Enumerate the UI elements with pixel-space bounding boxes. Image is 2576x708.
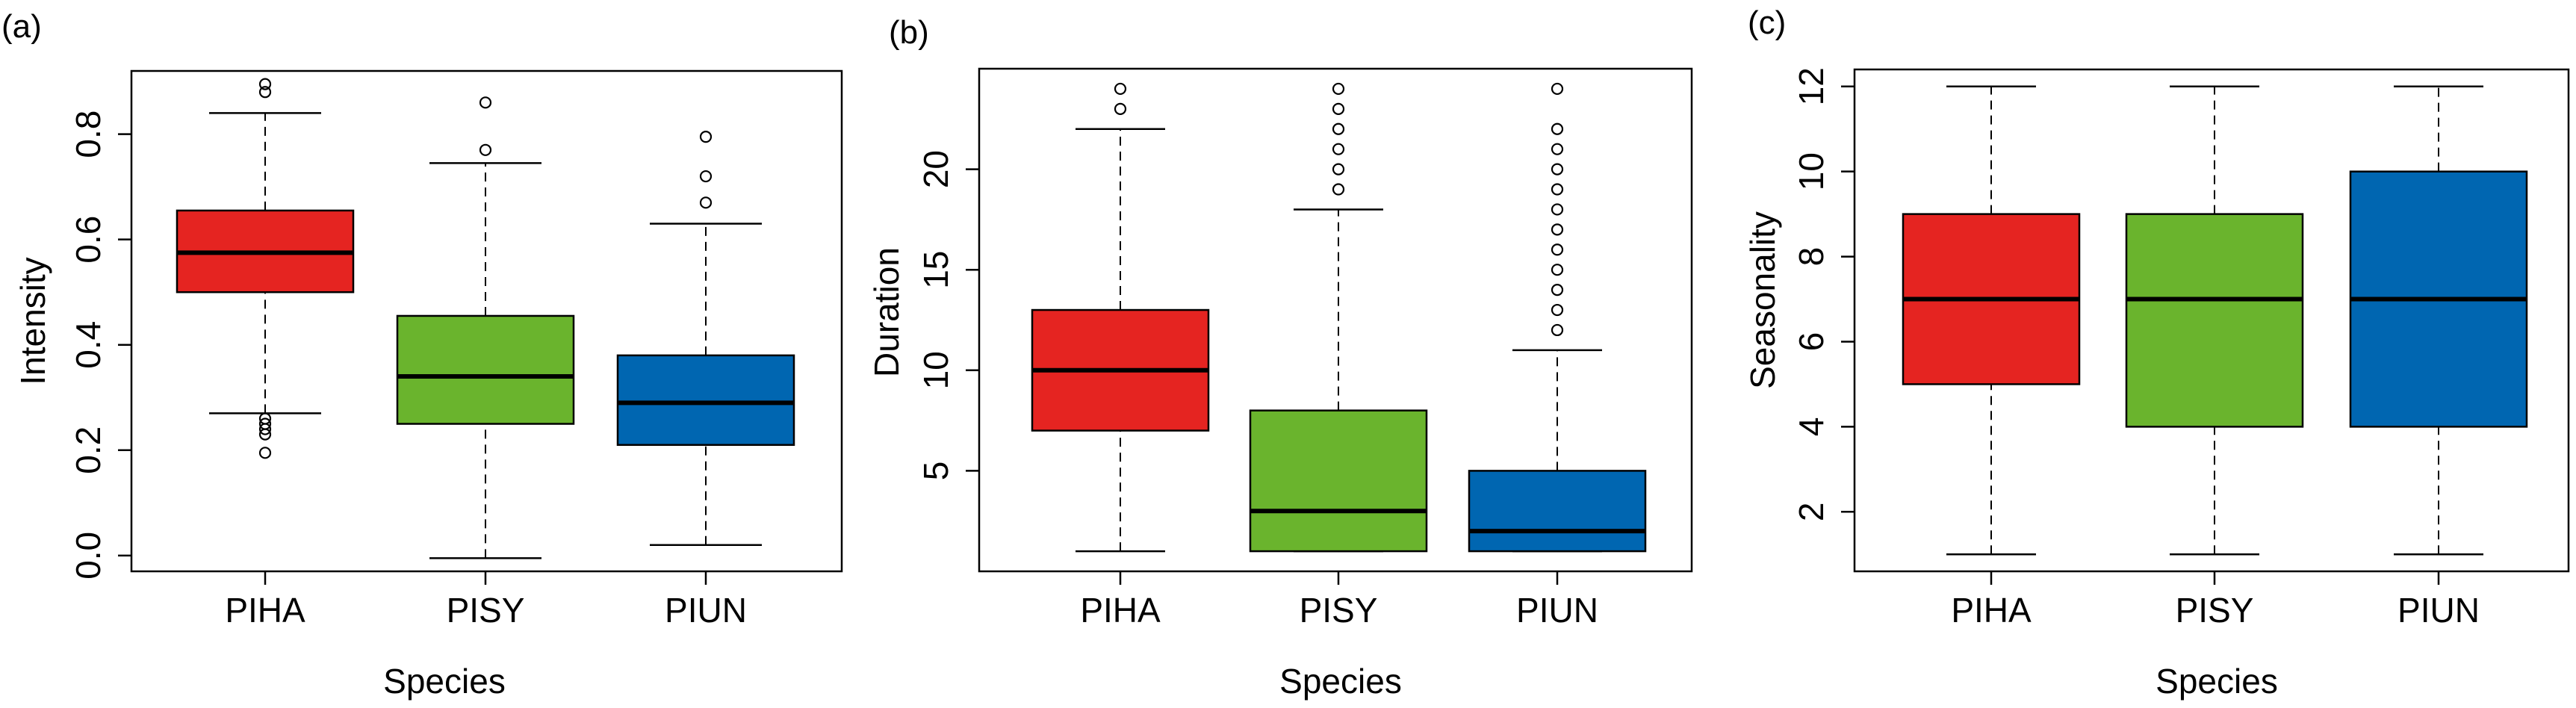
panel-a-outlier-piha xyxy=(258,78,272,90)
panel-c-y-tick-label: 8 xyxy=(1792,247,1831,267)
panel-c-y-tick-label: 6 xyxy=(1792,332,1831,352)
panel-b-outlier-pisy xyxy=(1332,183,1345,196)
panel-b-outlier-pisy xyxy=(1332,143,1345,155)
panel-b-outlier-pisy xyxy=(1332,82,1345,96)
panel-a-y-tick-label: 0.8 xyxy=(69,111,108,158)
panel-b-outlier-piun xyxy=(1551,143,1564,155)
panel-a-y-axis-title: Intensity xyxy=(13,257,52,385)
panel-a-plot-frame xyxy=(130,69,843,573)
panel-b-y-tick-label: 10 xyxy=(916,351,955,389)
panel-b-outlier-piha xyxy=(1114,102,1127,115)
panel-a-label: (a) xyxy=(1,8,42,45)
panel-a-y-tick-label: 0.0 xyxy=(69,532,108,580)
panel-a-box-pisy xyxy=(396,314,575,425)
panel-a-intensity: (a) Species Intensity 0.0 0.2 0.4 0.6 0.8 PIH… xyxy=(1,8,843,701)
panel-c-y-tick-label: 2 xyxy=(1792,502,1831,521)
panel-a-x-tick-label-pisy: PISY xyxy=(447,591,525,630)
panel-c-y-axis-title: Seasonality xyxy=(1743,211,1782,389)
panel-a-outlier-piha xyxy=(258,447,272,459)
panel-c-x-tick-label-piha: PIHA xyxy=(1951,591,2032,630)
panel-c-label: (c) xyxy=(1748,4,1786,41)
panel-b-box-pisy xyxy=(1249,409,1428,553)
panel-b-x-tick-label-pisy: PISY xyxy=(1300,591,1378,630)
panel-b-outlier-piun xyxy=(1551,303,1564,317)
panel-a-x-tick-label-piha: PIHA xyxy=(225,591,305,630)
panel-c-x-tick-label-pisy: PISY xyxy=(2176,591,2254,630)
panel-b-x-tick-label-piun: PIUN xyxy=(1516,591,1598,630)
panel-b-duration: (b) Species Duration 5 10 15 20 PIHA PISY PIUN xyxy=(867,14,1693,701)
panel-a-y-tick-label: 0.4 xyxy=(69,321,108,369)
panel-b-x-tick-label-piha: PIHA xyxy=(1080,591,1161,630)
panel-a-outlier-pisy xyxy=(479,96,492,109)
panel-b-outlier-piun xyxy=(1551,203,1564,216)
panel-b-outlier-piun xyxy=(1551,323,1564,337)
panel-b-outlier-piun xyxy=(1551,223,1564,236)
panel-b-outlier-pisy xyxy=(1332,122,1345,135)
panel-a-outlier-piha xyxy=(258,428,272,441)
panel-a-outlier-piun xyxy=(699,170,713,183)
panel-b-outlier-pisy xyxy=(1332,163,1345,176)
panel-c-y-tick-label: 10 xyxy=(1792,152,1831,190)
panel-b-outlier-piun xyxy=(1551,122,1564,135)
panel-c-x-tick-label-piun: PIUN xyxy=(2397,591,2480,630)
panel-b-box-piun xyxy=(1468,470,1647,553)
panel-c-plot-frame xyxy=(1853,68,2570,573)
panel-b-outlier-piun xyxy=(1551,264,1564,276)
panel-b-plot-frame xyxy=(978,67,1693,573)
panel-c-seasonality: (c) Species Seasonality 2 4 6 8 10 12 PIHA PISY… xyxy=(1743,4,2570,701)
panel-c-y-tick-label: 4 xyxy=(1792,417,1831,437)
panel-b-y-tick-label: 15 xyxy=(916,251,955,289)
panel-c-y-tick-label: 12 xyxy=(1792,67,1831,105)
panel-b-outlier-piun xyxy=(1551,183,1564,196)
panel-b-y-axis-title: Duration xyxy=(867,247,906,377)
panel-c-box-pisy xyxy=(2125,213,2304,428)
panel-b-outlier-piha xyxy=(1114,82,1127,96)
panel-b-outlier-piun xyxy=(1551,163,1564,176)
panel-b-outlier-piun xyxy=(1551,284,1564,296)
panel-b-label: (b) xyxy=(889,14,929,51)
panel-b-y-tick-label: 20 xyxy=(916,150,955,188)
panel-a-outlier-piun xyxy=(699,131,713,143)
panel-b-outlier-pisy xyxy=(1332,102,1345,115)
panel-b-outlier-piun xyxy=(1551,82,1564,96)
panel-a-outlier-piun xyxy=(699,196,713,209)
panel-a-outlier-piha xyxy=(258,86,272,99)
panel-a-x-tick-label-piun: PIUN xyxy=(665,591,747,630)
panel-a-x-axis-title: Species xyxy=(383,662,506,701)
panel-b-y-tick-label: 5 xyxy=(916,462,955,481)
panel-c-x-axis-title: Species xyxy=(2156,662,2278,701)
panel-a-outlier-pisy xyxy=(479,143,492,156)
panel-b-x-axis-title: Species xyxy=(1279,662,1402,701)
panel-a-box-piun xyxy=(616,354,795,446)
panel-a-y-tick-label: 0.2 xyxy=(69,426,108,474)
panel-a-y-tick-label: 0.6 xyxy=(69,216,108,264)
panel-b-outlier-piun xyxy=(1551,243,1564,256)
panel-a-outlier-piha xyxy=(258,423,272,435)
